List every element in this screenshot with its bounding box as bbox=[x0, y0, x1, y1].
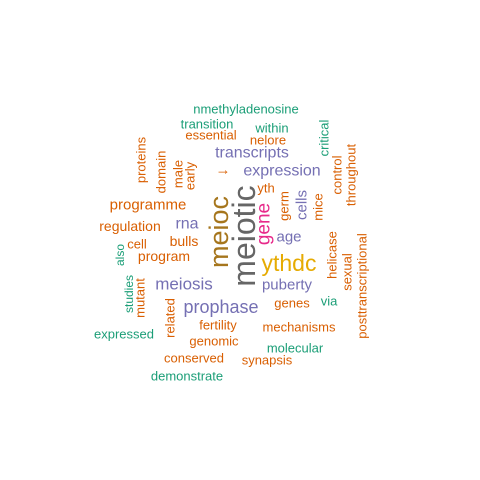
cloud-word: yth bbox=[257, 181, 274, 196]
cloud-word: program bbox=[138, 248, 190, 264]
cloud-word: nelore bbox=[250, 133, 286, 148]
cloud-word: rna bbox=[175, 216, 198, 233]
cloud-word: control bbox=[330, 155, 345, 194]
cloud-word: also bbox=[113, 244, 127, 266]
cloud-word: helicase bbox=[325, 231, 340, 279]
cloud-word: bulls bbox=[170, 233, 199, 249]
cloud-word: mice bbox=[311, 193, 326, 220]
cloud-word: sexual bbox=[340, 253, 355, 291]
cloud-word: domain bbox=[154, 151, 169, 194]
cloud-word: germ bbox=[277, 191, 292, 221]
cloud-word: related bbox=[163, 298, 178, 338]
cloud-word: ythdc bbox=[262, 250, 317, 276]
cloud-word: mechanisms bbox=[263, 320, 336, 335]
cloud-word: molecular bbox=[267, 341, 324, 356]
cloud-word: expressed bbox=[94, 327, 154, 342]
cloud-word: meiosis bbox=[155, 275, 213, 294]
cloud-word: expression bbox=[243, 163, 320, 180]
cloud-word: throughout bbox=[344, 144, 359, 207]
cloud-word: within bbox=[254, 121, 288, 136]
cloud-word: gene bbox=[254, 203, 275, 245]
cloud-word: age bbox=[276, 229, 301, 246]
cloud-word: programme bbox=[110, 197, 187, 214]
cloud-word: transcripts bbox=[215, 145, 289, 162]
cloud-word: early bbox=[183, 161, 198, 190]
cloud-word: studies bbox=[122, 275, 136, 313]
cloud-word: essential bbox=[185, 128, 236, 143]
cloud-word: → bbox=[216, 162, 231, 179]
cloud-word: conserved bbox=[164, 351, 224, 366]
cloud-word: fertility bbox=[199, 318, 237, 333]
cloud-word: nmethyladenosine bbox=[193, 102, 299, 117]
cloud-word: cells bbox=[294, 190, 311, 220]
cloud-word: male bbox=[171, 160, 186, 188]
cloud-word: demonstrate bbox=[151, 369, 223, 384]
cloud-word: via bbox=[321, 294, 338, 309]
cloud-word: proteins bbox=[134, 136, 149, 183]
cloud-word: mutant bbox=[133, 278, 148, 318]
cloud-word: cell bbox=[127, 237, 147, 252]
cloud-word: genes bbox=[274, 296, 310, 311]
cloud-word: transition bbox=[181, 117, 234, 132]
cloud-word: puberty bbox=[262, 277, 313, 294]
cloud-word: genomic bbox=[189, 334, 239, 349]
cloud-word: meiotic bbox=[226, 185, 262, 286]
cloud-word: meioc bbox=[204, 196, 234, 268]
cloud-word: prophase bbox=[183, 297, 258, 317]
cloud-word: synapsis bbox=[242, 353, 293, 368]
cloud-word: critical bbox=[317, 119, 332, 156]
cloud-word: posttranscriptional bbox=[355, 233, 370, 339]
cloud-word: regulation bbox=[99, 218, 161, 234]
